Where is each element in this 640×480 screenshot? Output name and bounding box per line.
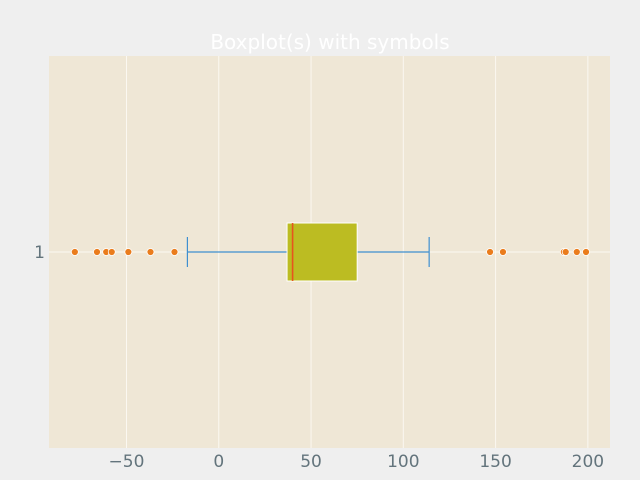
box-iqr	[286, 222, 358, 282]
outlier-point	[93, 248, 101, 256]
outlier-point	[146, 248, 155, 256]
x-tick-label: 50	[300, 452, 322, 472]
y-tick-label: 1	[34, 243, 45, 263]
x-tick-label: −50	[109, 452, 145, 472]
outlier-point	[499, 248, 507, 256]
outlier-point	[486, 248, 494, 256]
outlier-point	[124, 248, 133, 256]
chart-title: Boxplot(s) with symbols	[210, 30, 449, 54]
x-tick-label: 0	[213, 452, 224, 472]
x-tick-label: 150	[479, 452, 511, 472]
outlier-point	[572, 248, 581, 256]
x-tick-label: 100	[387, 452, 419, 472]
outlier-point	[561, 248, 570, 256]
x-tick-label: 200	[572, 452, 604, 472]
outlier-point	[582, 248, 590, 256]
axis-ticks: −50 0 50 100 150 200 1	[34, 243, 604, 472]
outlier-point	[107, 248, 116, 256]
box-series	[70, 222, 590, 282]
outlier-point	[70, 248, 79, 256]
outlier-point	[170, 248, 179, 256]
